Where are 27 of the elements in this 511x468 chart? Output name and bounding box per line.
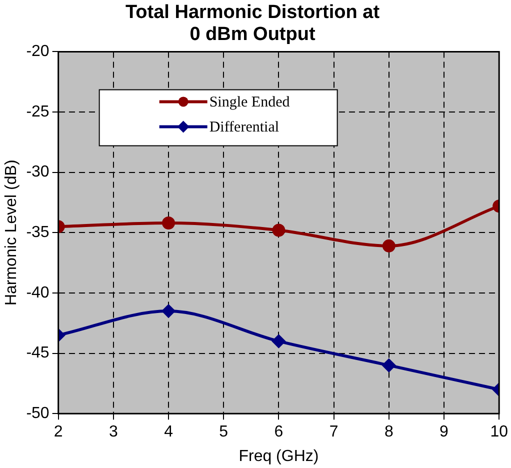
x-tick-label: 6 <box>274 424 284 441</box>
legend-label: Single Ended <box>209 94 290 111</box>
y-tick-label: -50 <box>26 405 50 422</box>
chart-title: Total Harmonic Distortion at 0 dBm Output <box>125 2 380 46</box>
x-tick-label: 2 <box>54 424 63 441</box>
y-tick-label: -30 <box>26 164 50 181</box>
x-tick-label: 7 <box>329 424 338 441</box>
x-tick-label: 10 <box>490 424 508 441</box>
x-tick-label: 3 <box>108 424 118 441</box>
point <box>162 216 176 230</box>
legend-label: Differential <box>209 120 280 136</box>
y-axis-title: Harmonic Level (dB) <box>3 160 20 306</box>
x-axis-title: Freq (GHz) <box>238 448 319 465</box>
x-tick-label: 8 <box>384 424 394 441</box>
point <box>272 334 286 348</box>
y-tick-label: -20 <box>26 43 50 60</box>
y-tick-label: -25 <box>26 103 50 120</box>
x-tick-label: 4 <box>164 424 174 441</box>
point <box>382 239 396 252</box>
y-tick-label: -40 <box>26 284 50 302</box>
y-tick-label: -35 <box>26 224 50 242</box>
point <box>272 224 286 237</box>
point <box>382 358 396 372</box>
y-tick-label: -45 <box>26 344 50 362</box>
point <box>162 304 176 318</box>
x-tick-label: 5 <box>219 424 228 441</box>
x-tick-label: 9 <box>440 424 449 441</box>
